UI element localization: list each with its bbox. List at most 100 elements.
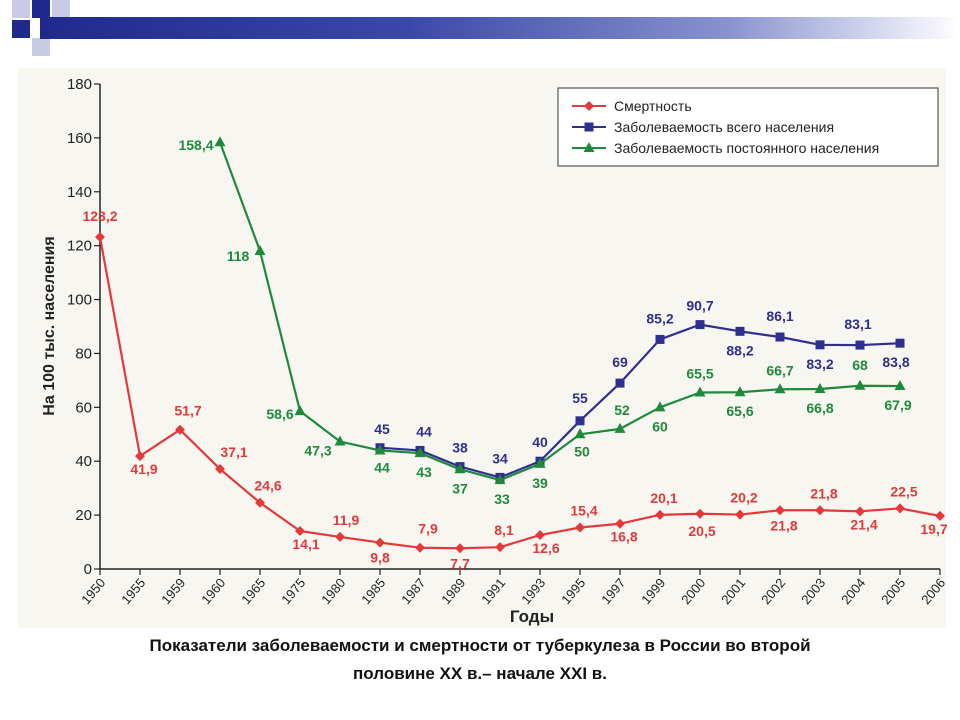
data-label-s0-2: 51,7 (174, 403, 201, 419)
legend-marker-2 (583, 142, 595, 152)
data-label-s2-18: 66,8 (806, 400, 833, 416)
x-tick-label: 1955 (118, 575, 148, 607)
data-point-s2-7 (374, 444, 386, 455)
y-tick-label: 140 (67, 184, 92, 201)
data-label-s0-7: 9,8 (370, 550, 390, 566)
data-point-s0-13 (615, 518, 625, 529)
data-point-s0-18 (815, 505, 825, 516)
data-point-s1-13 (615, 378, 625, 388)
data-point-s1-16 (735, 326, 745, 336)
data-label-s2-13: 52 (614, 402, 630, 418)
series-line-0 (98, 236, 941, 550)
data-label-s0-0: 123,2 (82, 208, 117, 224)
data-label-s0-8: 7,9 (418, 521, 438, 537)
data-label-s1-9: 38 (452, 440, 468, 456)
x-tick-label: 2002 (758, 575, 788, 607)
y-tick-label: 80 (75, 345, 92, 362)
data-label-s1-14: 85,2 (646, 310, 673, 326)
y-tick-label: 180 (67, 76, 92, 93)
x-tick-label: 1987 (398, 575, 428, 607)
data-point-s1-12 (575, 416, 585, 426)
x-axis-label: Годы (510, 607, 554, 626)
legend-label-1: Заболеваемость всего населения (614, 119, 834, 135)
x-tick-label: 1995 (558, 575, 588, 607)
data-point-s0-21 (935, 510, 945, 521)
y-tick-label: 20 (75, 507, 92, 524)
data-point-s0-2 (175, 424, 185, 435)
data-point-s2-14 (654, 401, 666, 412)
x-tick-label: 1965 (238, 575, 268, 607)
data-label-s0-6: 11,9 (333, 512, 360, 528)
x-tick-label: 1985 (358, 575, 388, 607)
data-point-s0-4 (255, 497, 265, 508)
x-tick-label: 2000 (678, 575, 708, 607)
data-point-s2-6 (334, 435, 346, 446)
header-gradient-bar (40, 17, 960, 39)
data-label-s1-18: 83,2 (806, 356, 833, 372)
data-point-s2-8 (414, 447, 426, 458)
data-label-s1-15: 90,7 (686, 298, 713, 314)
x-tick-label: 1980 (318, 575, 348, 607)
data-point-s2-20 (894, 380, 906, 391)
data-label-s0-17: 21,8 (770, 517, 797, 533)
x-tick-label: 1959 (158, 575, 188, 607)
data-label-s0-11: 12,6 (532, 540, 559, 556)
x-tick-label: 2005 (878, 575, 908, 607)
x-tick-label: 1989 (438, 575, 468, 607)
data-label-s2-14: 60 (652, 418, 668, 434)
data-point-s0-12 (575, 522, 585, 533)
data-label-s0-18: 21,8 (810, 485, 837, 501)
data-label-s0-10: 8,1 (494, 522, 514, 538)
data-label-s0-20: 22,5 (890, 483, 917, 499)
data-label-s0-14: 20,1 (650, 490, 677, 506)
data-point-s2-17 (774, 383, 786, 394)
caption-line-2: половине XX в.– начале XXI в. (353, 664, 607, 683)
x-tick-label: 1960 (198, 575, 228, 607)
data-label-s1-17: 86,1 (766, 308, 793, 324)
data-label-s1-19: 83,1 (844, 316, 871, 332)
data-label-s1-11: 40 (532, 434, 548, 450)
data-label-s0-13: 16,8 (610, 529, 637, 545)
data-label-s1-13: 69 (612, 354, 628, 370)
header-square-1 (12, 0, 30, 18)
data-point-s0-5 (295, 526, 305, 537)
data-point-s2-15 (694, 386, 706, 397)
data-label-s1-20: 83,8 (882, 354, 909, 370)
data-label-s0-15: 20,5 (688, 523, 715, 539)
data-label-s2-5: 58,6 (266, 406, 293, 422)
data-label-s1-7: 45 (374, 421, 390, 437)
data-point-s1-18 (815, 340, 825, 350)
data-point-s0-15 (695, 508, 705, 519)
data-point-s1-14 (655, 334, 665, 344)
x-tick-label: 2003 (798, 575, 828, 607)
data-label-s2-15: 65,5 (686, 366, 713, 382)
data-label-s2-10: 33 (494, 491, 510, 507)
legend-label-2: Заболеваемость постоянного населения (614, 140, 879, 156)
data-label-s2-4: 118 (227, 248, 250, 264)
data-label-s0-9: 7,7 (450, 555, 470, 571)
data-point-s0-7 (375, 537, 385, 548)
y-tick-label: 40 (75, 453, 92, 470)
data-point-s0-10 (495, 542, 505, 553)
data-point-s2-9 (454, 463, 466, 474)
data-label-s2-12: 50 (574, 443, 590, 459)
data-point-s0-19 (855, 506, 865, 517)
data-point-s1-19 (855, 340, 865, 350)
data-label-s2-7: 44 (374, 459, 390, 475)
y-tick-label: 60 (75, 399, 92, 416)
data-point-s0-8 (415, 542, 425, 553)
data-point-s0-14 (655, 509, 665, 520)
x-tick-label: 1993 (518, 575, 548, 607)
data-point-s2-16 (734, 386, 746, 397)
data-point-s0-3 (215, 464, 225, 475)
y-tick-label: 120 (67, 238, 92, 255)
data-label-s2-19: 68 (852, 357, 868, 373)
x-tick-label: 1997 (598, 575, 628, 607)
legend-box (557, 87, 939, 167)
data-point-s1-17 (775, 332, 785, 342)
data-point-s2-3 (214, 136, 226, 147)
data-label-s0-3: 37,1 (220, 444, 247, 460)
caption-line-1: Показатели заболеваемости и смертности о… (149, 636, 811, 655)
data-label-s1-16: 88,2 (726, 342, 753, 358)
y-tick-label: 0 (84, 561, 92, 578)
